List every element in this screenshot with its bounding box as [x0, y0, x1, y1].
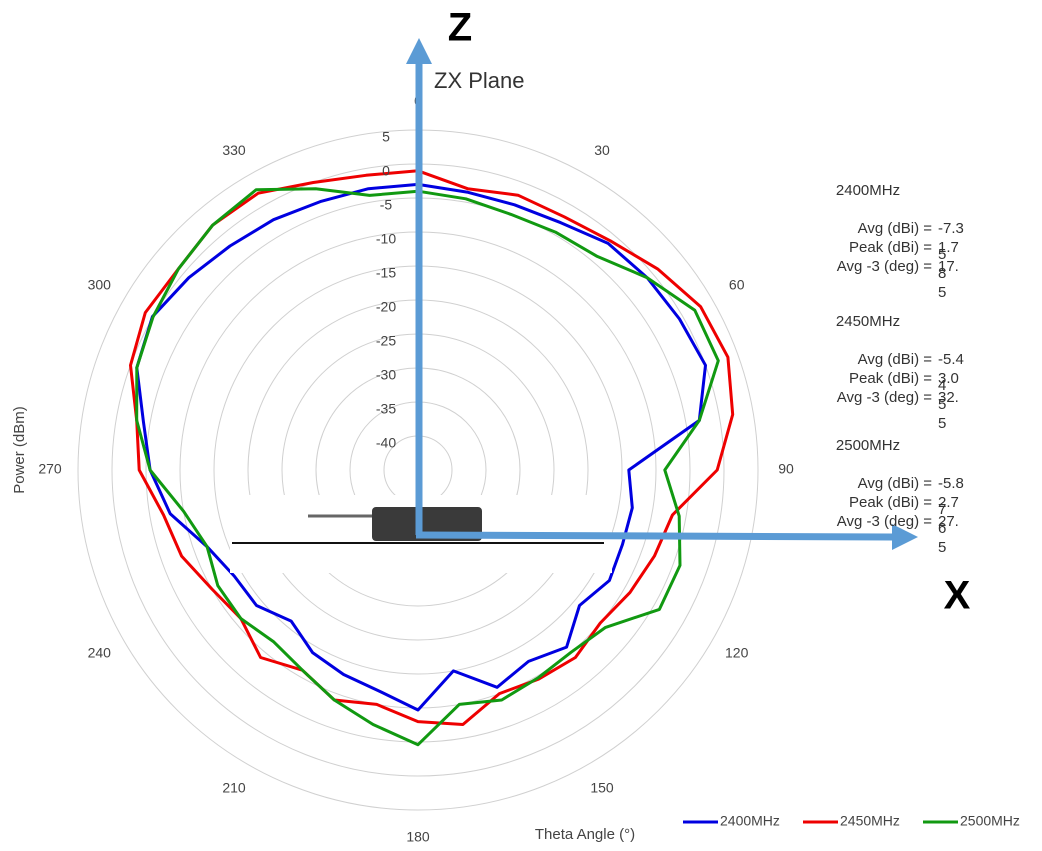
stats-value: 1.78	[938, 239, 959, 282]
series-line	[129, 169, 735, 726]
stats-value: -5.44	[938, 351, 964, 394]
theta-tick-label: 300	[88, 277, 112, 293]
theta-tick-label: 30	[594, 142, 610, 158]
legend-label: 2500MHz	[960, 813, 1020, 829]
stats-row: Peak (dBi) = 1.78	[782, 239, 964, 287]
r-tick-label: 5	[382, 129, 390, 145]
stats-row: Avg (dBi) = -5.44	[782, 351, 964, 399]
stats-band: 2500MHz	[835, 437, 901, 454]
r-tick-label: -40	[376, 435, 396, 451]
theta-tick-label: 270	[38, 461, 62, 477]
stats-row: Avg (dBi) = -7.35	[782, 220, 964, 268]
z-label: Z	[448, 6, 472, 50]
stats-row: Avg -3 (deg) = 17.5	[782, 258, 964, 306]
stats-value: 3.05	[938, 370, 959, 413]
r-tick-label: -25	[376, 333, 396, 349]
theta-tick-label: 120	[725, 645, 749, 661]
stats-label: Avg (dBi) =	[857, 475, 932, 492]
stats-row: Peak (dBi) = 3.05	[782, 370, 964, 418]
stats-label: Peak (dBi) =	[849, 494, 932, 511]
x-label: X	[944, 574, 971, 618]
stats-row: Avg (dBi) = -5.87	[782, 475, 964, 523]
r-tick-label: 0	[382, 163, 390, 179]
theta-tick-label: 240	[88, 645, 112, 661]
series-lines	[129, 169, 735, 747]
theta-tick-label: 180	[406, 829, 430, 845]
legend: 2400MHz 2450MHz 2500MHz	[683, 813, 1020, 829]
stats-label: Avg -3 (deg) =	[836, 513, 932, 530]
legend-label: 2400MHz	[720, 813, 780, 829]
stats-label: Avg (dBi) =	[857, 220, 932, 237]
stats-label: Avg -3 (deg) =	[836, 389, 932, 406]
r-tick-label: -10	[376, 231, 396, 247]
theta-tick-label: 330	[222, 142, 246, 158]
stats-label: Peak (dBi) =	[849, 239, 932, 256]
stats-label: Avg -3 (deg) =	[836, 258, 932, 275]
r-axis-label: Power (dBm)	[11, 406, 28, 494]
z-arrow-head	[406, 38, 432, 64]
legend-label: 2450MHz	[840, 813, 900, 829]
x-arrow-head	[892, 524, 918, 550]
theta-tick-label: 150	[590, 779, 614, 795]
stats-label: Peak (dBi) =	[849, 370, 932, 387]
r-tick-label: -35	[376, 401, 396, 417]
r-tick-label: -5	[380, 197, 393, 213]
stats-value: 27.5	[938, 513, 959, 556]
theta-tick-label: 90	[778, 461, 794, 477]
stats-row: Avg -3 (deg) = 27.5	[782, 513, 964, 561]
stats-value: 2.76	[938, 494, 959, 537]
theta-tick-label: 60	[729, 277, 745, 293]
stats-row: Peak (dBi) = 2.76	[782, 494, 964, 542]
theta-axis-label: Theta Angle (°)	[535, 826, 635, 843]
x-arrow	[415, 531, 896, 541]
stats-band: 2450MHz	[835, 313, 901, 330]
stats-value: -7.35	[938, 220, 964, 263]
theta-tick-label: 210	[222, 779, 246, 795]
r-tick-label: -30	[376, 367, 396, 383]
stats-row: Avg -3 (deg) = 32.5	[782, 389, 964, 437]
r-tick-label: -20	[376, 299, 396, 315]
chart-title: ZX Plane	[434, 68, 525, 93]
stats-value: 32.5	[938, 389, 959, 432]
stats-value: -5.87	[938, 475, 964, 518]
series-line	[135, 187, 720, 747]
stats-band: 2400MHz	[835, 182, 901, 199]
labels: -40-35-30-25-20-15-10-505030609012015018…	[38, 93, 794, 845]
r-tick-label: -15	[376, 265, 396, 281]
stats-label: Avg (dBi) =	[857, 351, 932, 368]
stats-value: 17.5	[938, 258, 959, 301]
